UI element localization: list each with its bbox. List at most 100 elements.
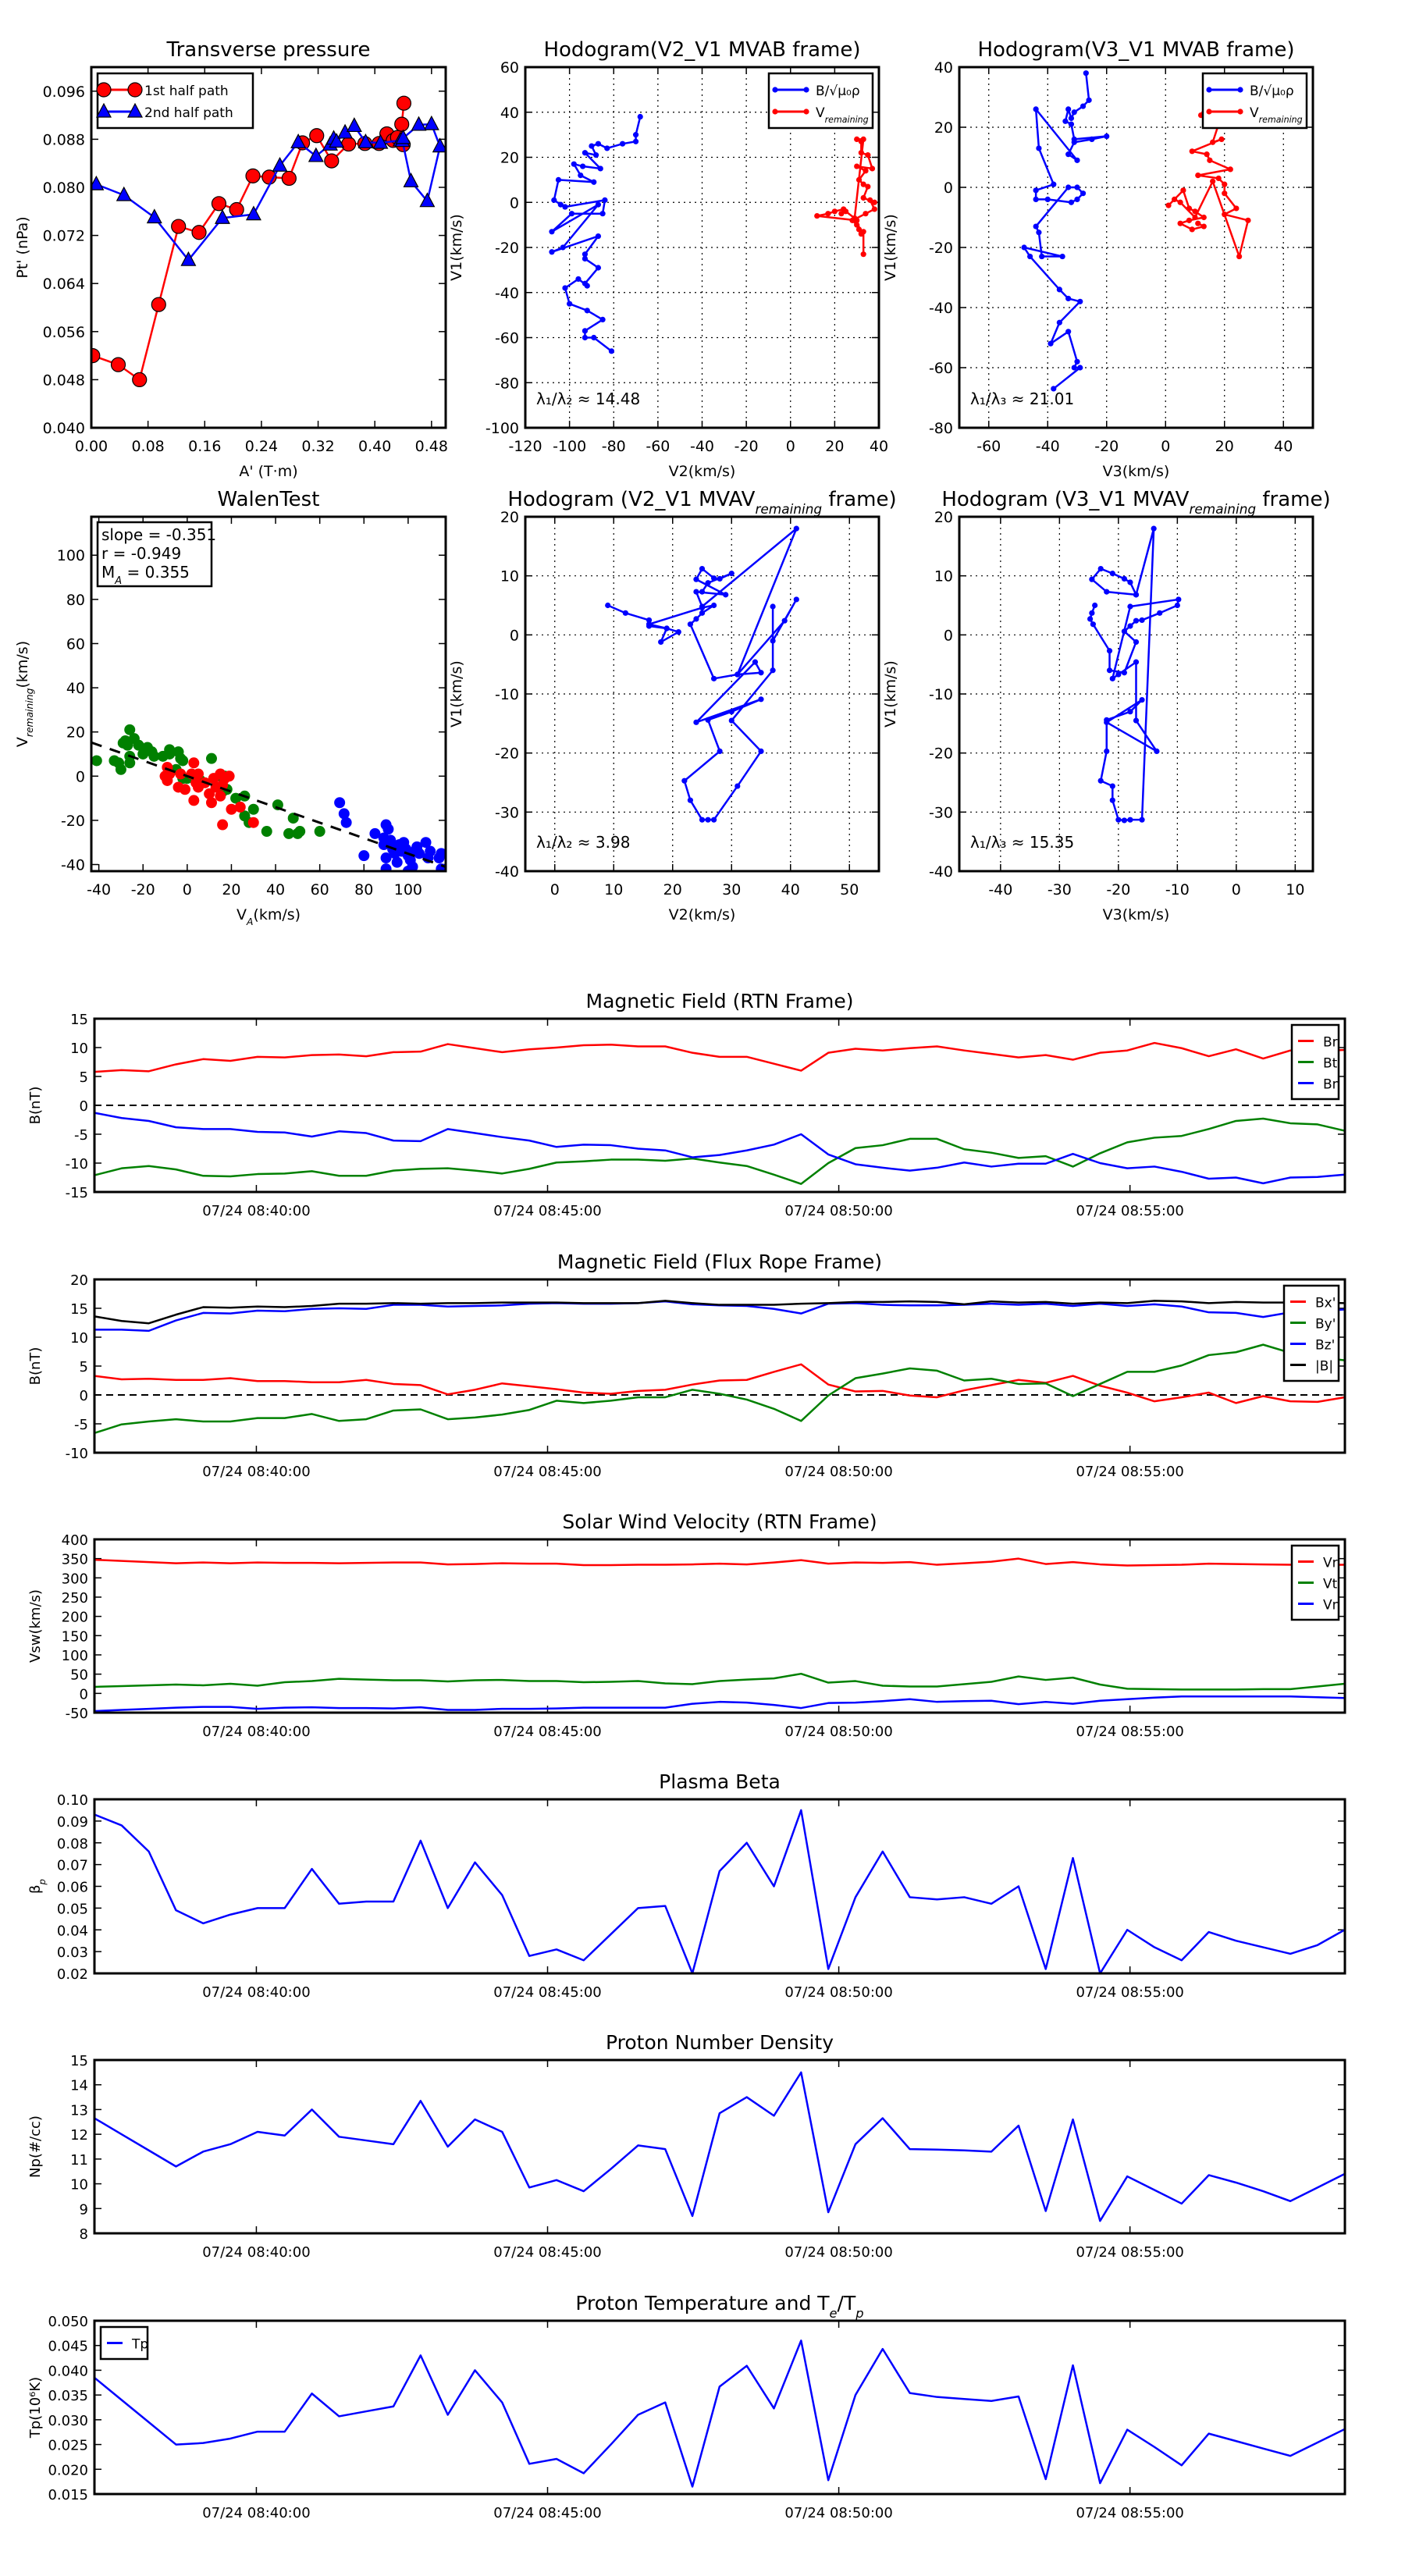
y-tick-label: 80 (66, 592, 85, 609)
data-point (681, 777, 688, 784)
data-point (1097, 565, 1104, 572)
series-tp (94, 2339, 1345, 2488)
y-tick-label: -20 (495, 745, 519, 763)
data-point (346, 117, 362, 133)
y-tick-label: 20 (934, 119, 953, 137)
data-point (1071, 365, 1077, 371)
data-point (735, 783, 741, 789)
plot-frame (958, 66, 1314, 429)
plot-content (1087, 525, 1182, 824)
data-point (1200, 214, 1207, 221)
legend-label: B/√μ₀ρ (816, 84, 860, 99)
x-tick-label: 20 (825, 438, 844, 455)
data-point (180, 251, 197, 266)
axis-ticks: 07/24 08:40:00 07/24 08:45:00 07/24 08:50:… (57, 1792, 1345, 2001)
data-point (188, 795, 200, 806)
data-point (814, 212, 820, 219)
series-line (94, 2339, 1345, 2488)
y-tick-label: 0.07 (57, 1858, 88, 1874)
data-point (838, 211, 845, 217)
y-tick-label: 12 (70, 2127, 88, 2144)
text-part: Hodogram (V3_V1 MVAV (941, 488, 1189, 511)
legend-label: |B| (1315, 1359, 1333, 1375)
legend-item: Bt (1298, 1056, 1338, 1072)
plot-frame (90, 66, 447, 429)
series-vr (94, 1557, 1345, 1567)
series-v-remaining (814, 136, 877, 258)
data-point (793, 596, 799, 603)
data-point (272, 799, 283, 811)
data-point (338, 808, 350, 820)
axis-ticks: -120 -100 -80 -60 -40 -20 0 20 40-100-80-60-40-2… (486, 59, 888, 455)
data-point (582, 328, 589, 334)
subscript-text: remaining (1189, 501, 1256, 517)
data-point (1127, 623, 1133, 629)
y-tick-label: -50 (66, 1706, 88, 1722)
data-point (234, 801, 246, 813)
legend-marker (96, 102, 112, 118)
y-tick-label: 0.050 (48, 2314, 88, 2330)
data-point (1068, 199, 1075, 205)
data-point (133, 739, 144, 751)
y-tick-label: 0 (80, 1388, 88, 1404)
chart-proton-density: 07/24 08:40:00 07/24 08:45:00 07/24 08:50:… (27, 2031, 1346, 2261)
chart-proton-temperature: 07/24 08:40:00 07/24 08:45:00 07/24 08:50:… (27, 2292, 1346, 2521)
chart-title: Solar Wind Velocity (RTN Frame) (562, 1510, 877, 1533)
legend-item: Br (1298, 1035, 1338, 1051)
data-point (132, 372, 148, 387)
data-point (1186, 205, 1193, 212)
data-point (595, 141, 602, 147)
data-point (602, 197, 608, 203)
y-tick-label: 0 (944, 180, 953, 197)
data-point (1068, 115, 1075, 122)
data-point (699, 603, 706, 610)
data-point (693, 576, 699, 582)
chart-title: Proton Number Density (606, 2031, 834, 2054)
data-point (1121, 575, 1127, 582)
data-point (599, 211, 606, 217)
data-point (1133, 659, 1140, 665)
plot-frame (93, 2058, 1346, 2235)
data-point (549, 249, 555, 255)
legend-marker (127, 102, 143, 118)
legend-marker (803, 87, 809, 93)
x-tick-label: 07/24 08:45:00 (493, 1724, 601, 1740)
legend-label: Vr (1323, 1556, 1338, 1571)
data-point (568, 211, 575, 217)
data-point (770, 667, 776, 674)
y-axis-label: V1(km/s) (448, 214, 465, 281)
series-line (94, 1343, 1345, 1435)
data-point (1065, 329, 1072, 335)
plot-frame (524, 515, 880, 873)
y-tick-label: 40 (500, 105, 519, 122)
x-tick-label: 0.16 (188, 438, 221, 455)
x-tick-label: 07/24 08:45:00 (493, 2244, 601, 2261)
data-point (867, 197, 873, 203)
data-point (245, 205, 261, 221)
data-point (1065, 184, 1072, 190)
series-line (94, 1695, 1345, 1713)
data-point (148, 750, 160, 762)
y-tick-label: 200 (62, 1610, 88, 1626)
series-line (94, 2071, 1345, 2222)
legend-frame (1201, 72, 1308, 130)
statistics-line: MA = 0.355 (101, 563, 190, 587)
legend-item: Vr (1298, 1556, 1338, 1571)
legend-marker (96, 82, 112, 98)
y-tick-label: 0.096 (43, 84, 85, 101)
legend-frame (767, 72, 874, 130)
data-point (854, 163, 860, 169)
series-blue (334, 797, 446, 871)
series-red (159, 757, 259, 831)
data-point (217, 819, 229, 831)
data-point (171, 219, 187, 234)
data-point (215, 790, 226, 802)
data-point (382, 824, 394, 835)
data-point (1180, 187, 1186, 194)
legend-item: Bx' (1290, 1296, 1336, 1311)
series-line (94, 1300, 1345, 1325)
data-point (865, 183, 871, 190)
axis-ticks: 07/24 08:40:00 07/24 08:45:00 07/24 08:50:… (66, 1012, 1345, 1219)
data-point (860, 136, 866, 142)
